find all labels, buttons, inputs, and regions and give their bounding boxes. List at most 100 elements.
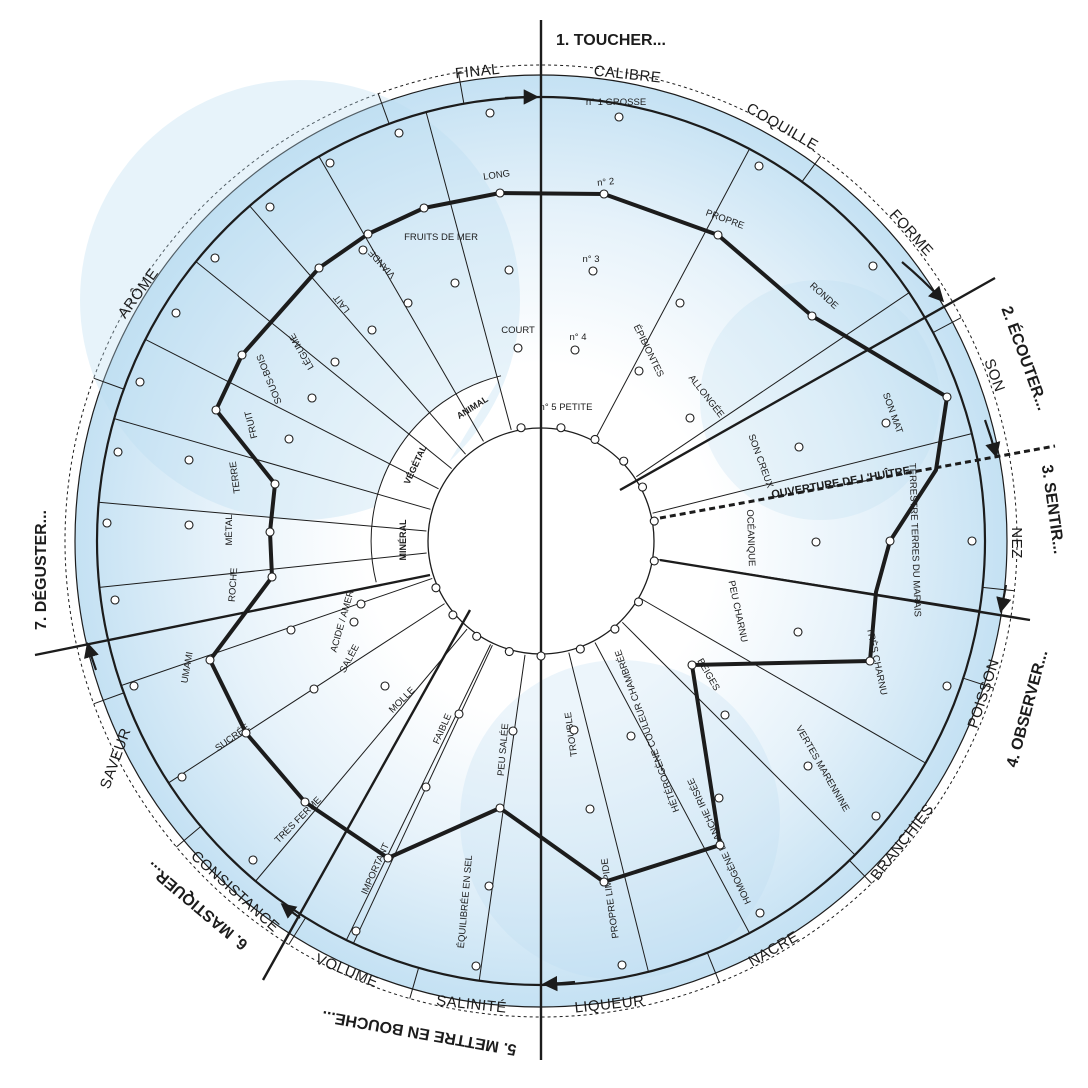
profile-point <box>237 350 247 360</box>
option-dot <box>307 393 317 403</box>
option-dot <box>284 434 294 444</box>
sector-divider <box>478 654 526 981</box>
tasting-profile-line <box>208 191 949 884</box>
attr-terrestre: TERRESTRE TERRES DU MARAIS <box>906 463 922 617</box>
option-dot <box>309 684 319 694</box>
sector-divider <box>168 603 445 784</box>
criterion-calibre: CALIBRE <box>593 63 662 87</box>
step-divider <box>619 276 996 492</box>
option-dot <box>617 960 627 970</box>
profile-point <box>267 572 277 582</box>
sector-divider <box>121 577 433 687</box>
attr-terre: TERRE <box>228 461 243 494</box>
sector-divider <box>594 148 750 440</box>
option-dot <box>177 772 187 782</box>
ring-tick <box>932 317 962 333</box>
sector-divider <box>318 156 484 442</box>
attr-roche: ROCHE <box>227 567 240 602</box>
sector-divider <box>114 418 431 510</box>
option-dot <box>450 278 460 288</box>
option-dot <box>325 158 335 168</box>
arc-arrows <box>84 89 1012 992</box>
option-dot <box>794 442 804 452</box>
option-dot <box>110 595 120 605</box>
ring-tick <box>93 377 124 390</box>
option-dot <box>102 518 112 528</box>
option-dot <box>380 681 390 691</box>
hub-dot <box>516 423 526 433</box>
attr-n4: n° 4 <box>569 332 586 343</box>
option-dot <box>868 261 878 271</box>
hub-dot <box>649 556 659 566</box>
criterion-nez: NEZ <box>1008 527 1025 559</box>
profile-point <box>599 189 609 199</box>
option-dot <box>793 627 803 637</box>
hub-dot <box>610 624 620 634</box>
option-dot <box>349 617 359 627</box>
ring-tick <box>377 93 390 124</box>
sector-divider <box>425 111 512 431</box>
option-dot <box>330 357 340 367</box>
option-dot <box>358 245 368 255</box>
option-dot <box>210 253 220 263</box>
step-observer: 4. OBSERVER... <box>1004 648 1052 769</box>
ring-tick <box>963 677 994 689</box>
option-dot <box>286 625 296 635</box>
option-dot <box>513 343 523 353</box>
profile-point <box>885 536 895 546</box>
hub-dot <box>448 610 458 620</box>
attr-n1-grosse: n° 1 GROSSE <box>586 97 646 108</box>
option-dot <box>803 761 813 771</box>
option-dot <box>811 537 821 547</box>
profile-point <box>265 527 275 537</box>
profile-point <box>383 853 393 863</box>
option-dot <box>871 811 881 821</box>
sector-divider <box>345 644 492 941</box>
option-dot <box>634 366 644 376</box>
profile-point <box>495 188 505 198</box>
sector-divider <box>594 642 750 934</box>
arrow-to-7 <box>84 642 99 671</box>
attr-metal: MÉTAL <box>224 515 235 546</box>
sector-divider <box>352 645 493 944</box>
option-dot <box>135 377 145 387</box>
attr-oceanique: OCÉANIQUE <box>744 509 757 566</box>
hub-dot <box>536 651 546 661</box>
attr-court: COURT <box>501 325 535 336</box>
ring-tick <box>706 952 720 983</box>
hub-dot <box>637 482 648 492</box>
option-dot <box>504 265 514 275</box>
profile-point <box>599 877 609 887</box>
hub-dot <box>556 423 566 433</box>
ring-tick <box>982 586 1015 592</box>
arrow-to-5 <box>541 975 576 992</box>
outer-dashed-ring <box>64 64 1018 1018</box>
option-dot <box>585 804 595 814</box>
sector-divider <box>145 338 439 490</box>
sector-divider <box>636 292 910 478</box>
opening-dashed-axis <box>659 444 1056 520</box>
step-sentir: 3. SENTIR... <box>1038 464 1067 555</box>
group-mineral: MINÉRAL <box>398 519 408 560</box>
attr-n3: n° 3 <box>582 254 599 265</box>
option-dot <box>367 325 377 335</box>
step-divider <box>261 609 472 981</box>
attr-n5-petite: n° 5 PETITE <box>540 402 593 413</box>
option-dot <box>485 108 495 118</box>
sector-divider <box>195 261 452 470</box>
attr-n2: n° 2 <box>597 176 615 189</box>
step-divider <box>34 573 431 657</box>
option-dot <box>714 793 724 803</box>
option-dot <box>508 726 518 736</box>
hub-dot <box>590 434 600 445</box>
option-dot <box>588 266 598 276</box>
option-dot <box>351 926 361 936</box>
option-dot <box>184 520 194 530</box>
option-dot <box>675 298 685 308</box>
option-dot <box>394 128 404 138</box>
profile-point <box>865 656 875 666</box>
option-dot <box>626 731 636 741</box>
option-dot <box>720 710 730 720</box>
watercolor-highlight-top-left <box>80 80 520 520</box>
